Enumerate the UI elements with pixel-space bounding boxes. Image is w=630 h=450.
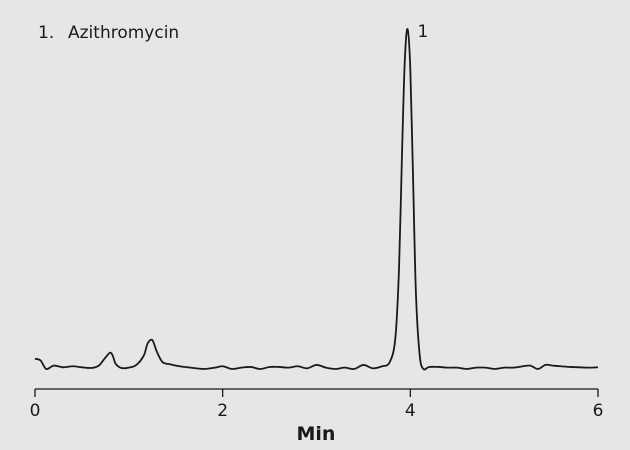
peak-labels: 1 [418, 22, 429, 42]
legend-compound: Azithromycin [68, 23, 179, 43]
series-layer [34, 28, 599, 371]
chromatogram-trace [34, 28, 599, 371]
x-tick-label: 4 [405, 401, 416, 421]
legend: 1. Azithromycin [38, 23, 179, 43]
x-axis-ticks: 0 2 4 6 [30, 389, 604, 421]
x-tick-label: 6 [593, 401, 604, 421]
peak-label: 1 [418, 22, 429, 42]
x-tick-label: 2 [217, 401, 228, 421]
legend-number: 1. [38, 23, 54, 43]
x-axis-label: Min [297, 423, 336, 445]
plot-area: 0 2 4 6 1 [30, 22, 604, 421]
x-tick-label: 0 [30, 401, 41, 421]
